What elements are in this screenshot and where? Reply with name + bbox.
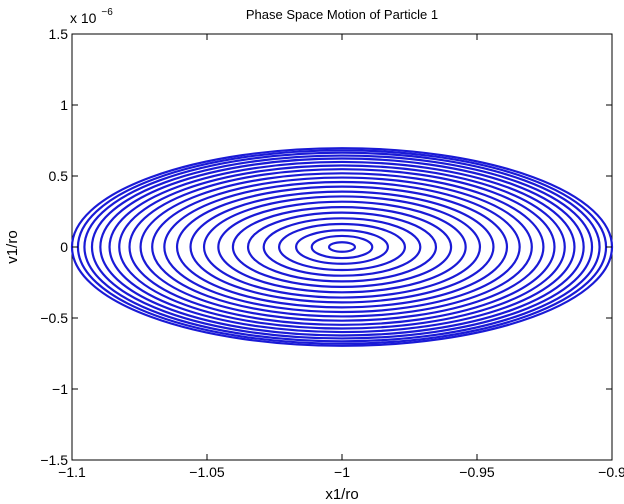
orbit-ellipse [163,180,521,314]
orbit-ellipse [262,217,422,277]
y-tick-label: −0.5 [40,310,68,326]
orbit-ellipse [139,172,545,322]
orbit-ellipse [202,195,482,299]
x-tick-label: −0.95 [459,464,495,480]
orbit-ellipse [175,185,509,309]
ellipse-series [70,147,614,347]
chart-title: Phase Space Motion of Particle 1 [246,7,438,22]
y-tick-label: 1.5 [49,26,69,42]
x-axis-label: x1/ro [325,486,358,503]
orbit-ellipse [128,168,556,326]
y-axis-label: v1/ro [4,230,21,263]
y-tick-label: 0 [60,239,68,255]
x-tick-label: −1 [334,464,350,480]
y-tick-label: −1 [52,381,68,397]
y-tick-label: 1 [60,97,68,113]
orbit-ellipse [83,151,601,343]
x-tick-label: −1.1 [58,464,86,480]
orbit-ellipse [189,190,495,304]
orbit-ellipse [277,222,407,272]
orbit-ellipse [108,160,576,334]
axis-ticks: −1.1 −1.05 −1 −0.95 −0.9 −1.5 −1 −0.5 0 0.5 1 1.5 [40,26,624,480]
orbit-ellipse [246,211,438,283]
orbit-ellipse [295,229,390,265]
x-tick-label: −1.05 [189,464,225,480]
y-axis-multiplier-base: x 10 [70,10,97,26]
y-tick-label: 0.5 [49,168,69,184]
orbit-ellipse [90,154,594,340]
orbit-ellipse [217,200,467,294]
y-tick-label: −1.5 [40,452,68,468]
orbit-ellipse [231,205,453,289]
y-axis-multiplier-exponent: −6 [101,7,113,18]
orbit-ellipse [327,241,357,253]
y-axis-multiplier: x 10 −6 [70,7,113,26]
orbit-ellipse [118,164,566,330]
orbit-ellipse [151,176,533,318]
plot-area [71,33,613,461]
orbit-ellipse [99,157,585,337]
orbit-ellipse [310,234,374,260]
x-tick-label: −0.9 [598,464,624,480]
